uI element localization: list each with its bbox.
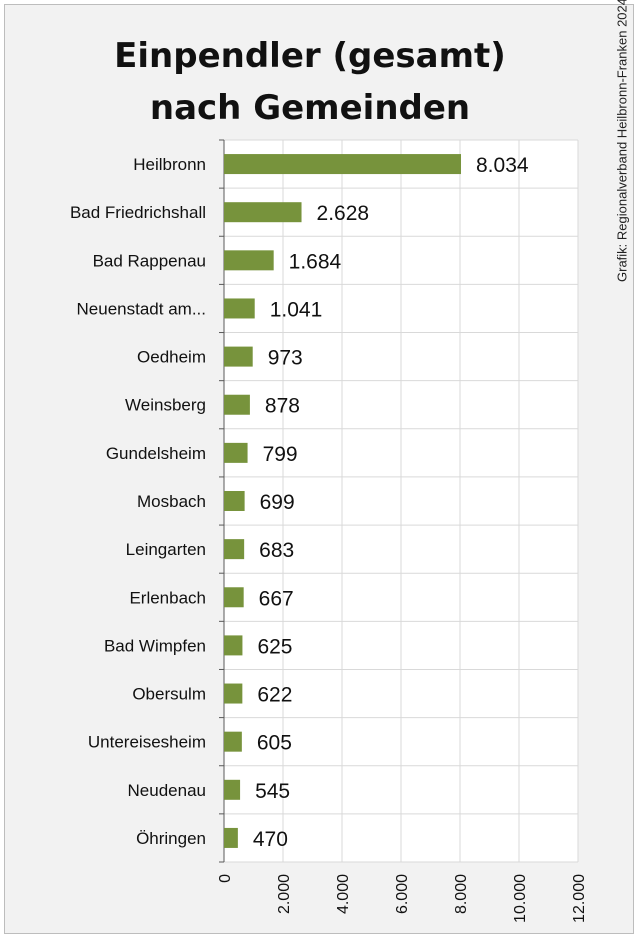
category-label: Oedheim	[137, 348, 206, 367]
value-label: 973	[268, 347, 303, 370]
bar	[224, 394, 250, 415]
bar	[224, 442, 248, 463]
x-tick-label: 0	[217, 874, 234, 883]
chart-title: Einpendler (gesamt) nach Gemeinden	[30, 30, 590, 134]
chart-title-line-1: Einpendler (gesamt)	[114, 36, 506, 76]
value-label: 1.041	[270, 298, 323, 321]
category-label: Mosbach	[137, 492, 206, 511]
category-label: Heilbronn	[133, 155, 206, 174]
bar	[224, 491, 245, 511]
value-label: 545	[255, 780, 290, 803]
x-tick-label: 6.000	[394, 874, 411, 914]
category-label: Neuenstadt am...	[77, 299, 206, 318]
bar	[224, 731, 242, 752]
bar	[224, 298, 255, 319]
category-label: Untereisesheim	[88, 733, 206, 752]
value-label: 683	[259, 539, 294, 562]
x-tick-label: 10.000	[512, 874, 529, 923]
bar	[224, 250, 274, 271]
value-label: 2.628	[317, 202, 370, 225]
bar	[224, 587, 244, 608]
category-label: Bad Friedrichshall	[70, 203, 206, 222]
bar	[224, 202, 302, 223]
bar	[224, 827, 238, 848]
bar	[224, 779, 241, 800]
value-label: 605	[257, 732, 292, 755]
value-label: 622	[257, 684, 292, 707]
x-tick-label: 4.000	[335, 874, 352, 914]
value-label: 799	[263, 443, 298, 466]
x-tick-label: 8.000	[453, 874, 470, 914]
x-tick-label: 12.000	[571, 874, 588, 923]
chart-title-line-2: nach Gemeinden	[149, 88, 471, 128]
category-label: Leingarten	[126, 540, 206, 559]
bar	[224, 539, 245, 560]
category-label: Gundelsheim	[106, 444, 206, 463]
value-label: 667	[259, 587, 294, 610]
category-label: Weinsberg	[125, 396, 206, 415]
category-label: Erlenbach	[129, 588, 206, 607]
category-label: Obersulm	[132, 685, 206, 704]
value-label: 878	[265, 395, 300, 418]
category-label: Bad Rappenau	[93, 251, 206, 270]
bar	[224, 635, 243, 656]
value-label: 625	[257, 635, 292, 658]
value-label: 8.034	[476, 154, 529, 177]
category-label: Bad Wimpfen	[104, 636, 206, 655]
value-label: 1.684	[289, 250, 342, 273]
bar	[224, 154, 462, 175]
bar	[224, 683, 243, 704]
value-label: 470	[253, 828, 288, 851]
x-tick-label: 2.000	[276, 874, 293, 914]
bar	[224, 346, 253, 367]
category-label: Neudenau	[128, 781, 206, 800]
category-label: Öhringen	[136, 829, 206, 848]
value-label: 699	[260, 491, 295, 514]
